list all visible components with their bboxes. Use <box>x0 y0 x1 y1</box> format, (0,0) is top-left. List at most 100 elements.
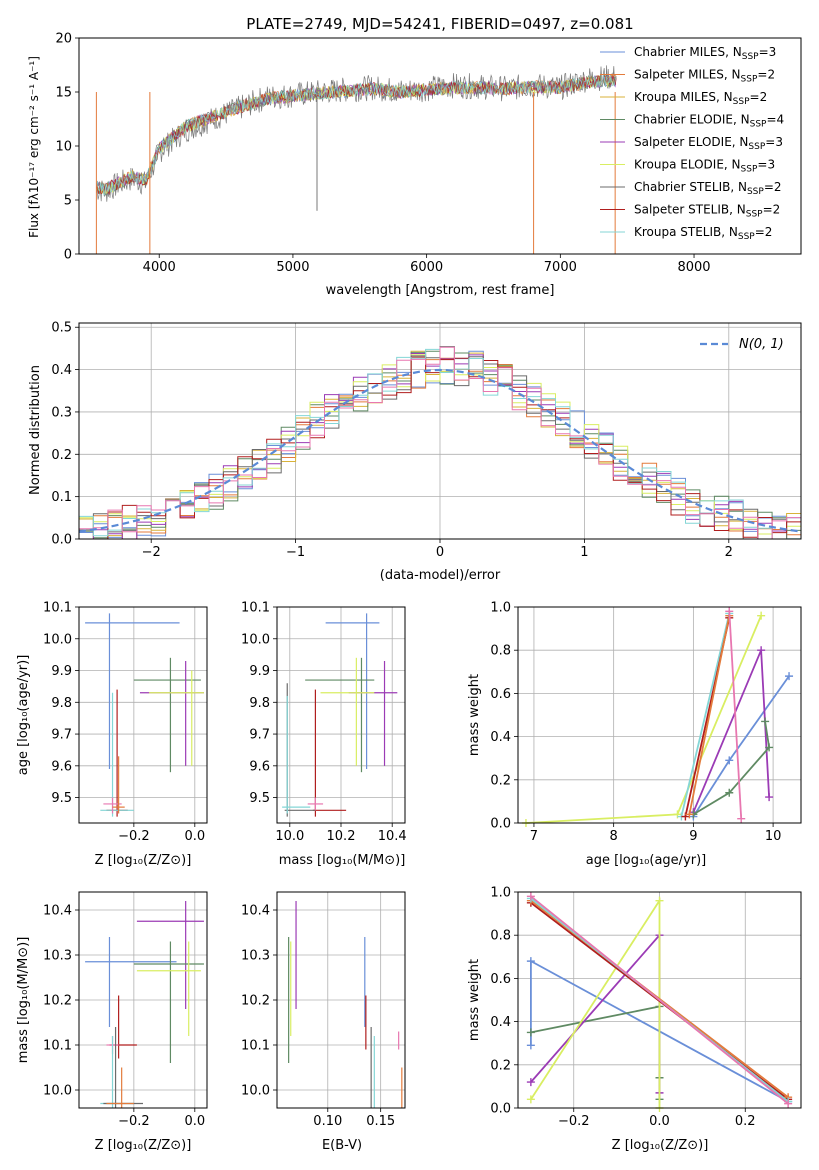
weight-marker-salpeter_elodie <box>765 793 774 802</box>
weight-marker-salpeter_miles <box>685 810 694 819</box>
y-tick-label: 10.1 <box>43 1039 72 1054</box>
agemass-xlabel: mass [log₁₀(M/M⊙)] <box>279 853 406 868</box>
spectrum-plot-area <box>95 65 617 254</box>
weight-line-pink <box>728 611 743 819</box>
weight-marker-chabrier_miles <box>526 957 535 966</box>
x-tick-label: 7 <box>530 829 538 844</box>
x-tick-label: −0.2 <box>558 1114 590 1129</box>
y-tick-label: 0.0 <box>490 817 511 832</box>
y-tick-label: 1.0 <box>490 886 511 901</box>
weight-line-kroupa_elodie <box>525 615 762 824</box>
x-tick-label: 10.4 <box>378 829 407 844</box>
weight-marker-chabrier_elodie <box>765 743 774 752</box>
y-tick-label: 0.6 <box>490 972 511 987</box>
agez-xlabel: Z [log₁₀(Z/Z⊙)] <box>95 853 192 868</box>
legend-label-chabrier_elodie: Chabrier ELODIE, NSSP=4 <box>634 113 784 130</box>
y-tick-label: 9.9 <box>51 664 72 679</box>
y-tick-label: 0.0 <box>490 1102 511 1117</box>
weight-line-pink <box>530 895 789 1105</box>
x-tick-label: 7000 <box>544 260 577 275</box>
y-tick-label: 10.4 <box>241 904 270 919</box>
legend-label-kroupa_elodie: Kroupa ELODIE, NSSP=3 <box>634 158 775 175</box>
y-tick-label: 0.8 <box>490 929 511 944</box>
spectrum-title: PLATE=2749, MJD=54241, FIBERID=0497, z=0… <box>246 15 633 33</box>
legend-label-salpeter_miles: Salpeter MILES, NSSP=2 <box>634 68 775 85</box>
weight-marker-chabrier_miles <box>526 1041 535 1050</box>
wz-ylabel: mass weight <box>467 959 482 1041</box>
x-tick-label: 10.2 <box>327 829 356 844</box>
y-tick-label: 9.8 <box>249 696 270 711</box>
y-tick-label: 0.2 <box>490 1058 511 1073</box>
y-tick-label: 0.1 <box>51 490 72 505</box>
axes-frame <box>517 606 802 824</box>
spectrum-ylabel: Flux [fλ10⁻¹⁷ erg cm⁻² s⁻¹ A⁻¹] <box>27 56 41 238</box>
y-tick-label: 20 <box>55 32 72 47</box>
y-tick-label: 10.0 <box>241 1084 270 1099</box>
y-tick-label: 10.1 <box>43 601 72 616</box>
axes-frame <box>78 891 208 1109</box>
weight-line-kroupa_elodie <box>530 897 661 1108</box>
spectrum-panel: PLATE=2749, MJD=54241, FIBERID=0497, z=0… <box>27 15 802 298</box>
weight-marker-chabrier_elodie <box>526 1028 535 1037</box>
mass-vs-ebv-panel: E(B-V) 0.10 0.15 10.0 10.1 10.2 10.3 10.4 <box>241 891 406 1153</box>
y-tick-label: 9.7 <box>249 728 270 743</box>
spectrum-model-chabrier_stelib <box>96 74 617 197</box>
weight-marker-kroupa_elodie <box>757 611 766 620</box>
residuals-panel: (data-model)/error Normed distribution −… <box>28 321 802 583</box>
legend-label-chabrier_miles: Chabrier MILES, NSSP=3 <box>634 45 776 62</box>
y-tick-label: 0.8 <box>490 644 511 659</box>
x-tick-label: 4000 <box>143 260 176 275</box>
weight-marker-kroupa_elodie <box>655 896 664 905</box>
legend-label-chabrier_stelib: Chabrier STELIB, NSSP=2 <box>634 180 782 197</box>
axes-frame <box>78 37 802 255</box>
y-tick-label: 0.6 <box>490 687 511 702</box>
legend-label-kroupa_stelib: Kroupa STELIB, NSSP=2 <box>634 225 772 242</box>
y-tick-label: 1.0 <box>490 601 511 616</box>
agez-ylabel: age [log₁₀(age/yr)] <box>16 655 31 776</box>
x-tick-label: 8000 <box>677 260 710 275</box>
x-tick-label: −0.2 <box>118 1114 150 1129</box>
x-tick-label: 0.0 <box>184 829 205 844</box>
y-tick-label: 0.4 <box>51 363 72 378</box>
x-tick-label: 0.15 <box>366 1114 395 1129</box>
x-tick-label: −2 <box>142 545 161 560</box>
legend-label-kroupa_miles: Kroupa MILES, NSSP=2 <box>634 90 767 107</box>
weight-marker-kroupa_elodie <box>526 1095 535 1104</box>
x-tick-label: 10 <box>765 829 782 844</box>
axes-frame <box>78 606 208 824</box>
y-tick-label: 0.4 <box>490 1015 511 1030</box>
x-tick-label: 2 <box>725 545 733 560</box>
weight-vs-metallicity-panel: Z [log₁₀(Z/Z⊙)] mass weight −0.2 0.0 0.2 0.… <box>467 886 802 1153</box>
legend-label-salpeter_elodie: Salpeter ELODIE, NSSP=3 <box>634 135 783 152</box>
wz-xlabel: Z [log₁₀(Z/Z⊙)] <box>612 1138 709 1153</box>
y-tick-label: 10.0 <box>241 632 270 647</box>
spectrum-xlabel: wavelength [Angstrom, rest frame] <box>326 283 555 298</box>
weight-marker-salpeter_elodie <box>757 646 766 655</box>
spectrum-model-salpeter_stelib <box>96 74 617 196</box>
y-tick-label: 5 <box>64 194 72 209</box>
weight-marker-salpeter_elodie <box>526 1078 535 1087</box>
wage-ylabel: mass weight <box>467 674 482 756</box>
y-tick-label: 0.2 <box>490 773 511 788</box>
legend-label-salpeter_stelib: Salpeter STELIB, NSSP=2 <box>634 203 780 220</box>
y-tick-label: 9.5 <box>51 791 72 806</box>
axes-frame <box>517 891 802 1109</box>
x-tick-label: 0.10 <box>313 1114 342 1129</box>
weight-marker-pink <box>725 607 734 616</box>
weight-marker-chabrier_elodie <box>761 717 770 726</box>
weight-marker-pink <box>784 1099 793 1108</box>
y-tick-label: 0.3 <box>51 405 72 420</box>
y-tick-label: 10 <box>55 140 72 155</box>
y-tick-label: 15 <box>55 86 72 101</box>
x-tick-label: 8 <box>610 829 618 844</box>
y-tick-label: 9.9 <box>249 664 270 679</box>
y-tick-label: 9.6 <box>249 759 270 774</box>
massebv-xlabel: E(B-V) <box>322 1138 362 1153</box>
y-tick-label: 9.6 <box>51 759 72 774</box>
y-tick-label: 0.2 <box>51 448 72 463</box>
massz-ylabel: mass [log₁₀(M/M⊙)] <box>16 937 31 1064</box>
y-tick-label: 10.2 <box>43 994 72 1009</box>
x-tick-label: 0.0 <box>649 1114 670 1129</box>
weight-vs-age-panel: age [log₁₀(age/yr)] mass weight 7 8 9 10 0.0… <box>467 601 802 868</box>
